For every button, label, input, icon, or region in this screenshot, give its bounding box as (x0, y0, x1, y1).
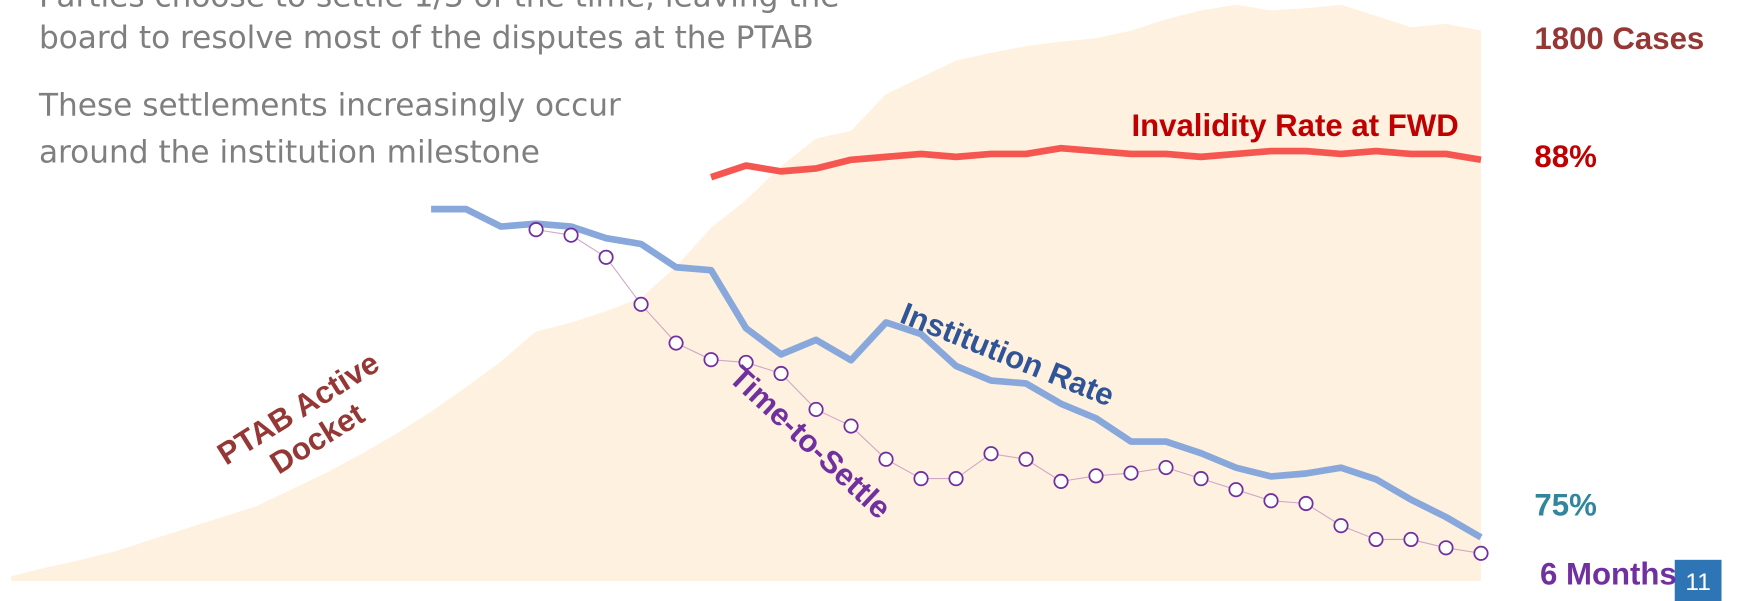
series-label: Invalidity Rate at FWD (1131, 108, 1458, 143)
marker (1403, 531, 1419, 548)
marker (1193, 471, 1209, 487)
marker (1053, 473, 1069, 489)
marker (1263, 493, 1279, 509)
line (431, 205, 1483, 541)
marker (633, 296, 649, 312)
line (535, 229, 1482, 554)
marker (1438, 540, 1454, 556)
marker (843, 418, 859, 434)
end-label: 1800 Cases (1534, 21, 1704, 56)
marker (703, 352, 719, 368)
marker (598, 249, 614, 265)
marker (668, 335, 684, 351)
series-label-group: Invalidity Rate at FWD (1131, 108, 1458, 143)
body-text: Parties choose to settle 1/3 of the time… (39, 0, 839, 15)
area (11, 4, 1481, 581)
marker (1333, 518, 1349, 534)
marker (1123, 465, 1139, 481)
marker (878, 451, 894, 467)
marker (1158, 459, 1174, 476)
marker (1368, 531, 1384, 548)
end-label: 75% (1534, 487, 1596, 522)
line (710, 144, 1482, 181)
marker (1473, 545, 1489, 561)
marker (808, 401, 824, 418)
end-label: 6 Months (1540, 556, 1677, 591)
page-number-box (1674, 559, 1722, 601)
marker (1018, 451, 1034, 467)
marker (948, 471, 964, 487)
marker (563, 227, 579, 243)
marker (528, 222, 544, 238)
marker (738, 354, 754, 370)
marker (1088, 468, 1104, 484)
page-number: 11 (1685, 569, 1710, 596)
body-text: board to resolve most of the disputes at… (39, 20, 814, 56)
end-label: 88% (1534, 139, 1596, 174)
body-text: around the institution milestone (39, 134, 540, 170)
marker (983, 446, 999, 462)
marker (1228, 482, 1244, 498)
body-text: These settlements increasingly occur (38, 88, 621, 124)
marker (1298, 495, 1314, 512)
marker (913, 471, 929, 487)
marker (773, 365, 789, 382)
chart (11, 4, 1489, 581)
